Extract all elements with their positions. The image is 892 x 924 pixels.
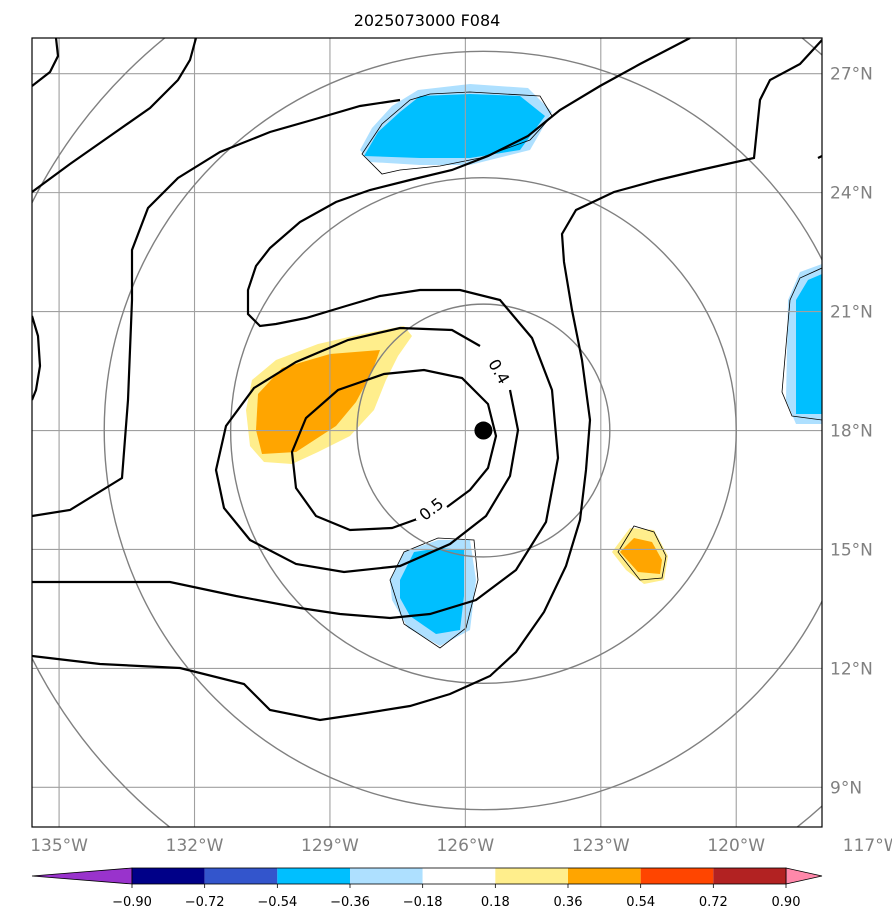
shaded-region-east-positive bbox=[612, 525, 668, 584]
contour-line-02 bbox=[32, 39, 822, 722]
lon-tick-label-5: 120°W bbox=[707, 836, 765, 856]
shaded-region-west-positive bbox=[246, 326, 412, 464]
colorbar-bin-3 bbox=[350, 868, 423, 884]
colorbar-tick-label-0: −0.90 bbox=[112, 895, 152, 910]
lon-tick-label-4: 123°W bbox=[572, 836, 630, 856]
lat-tick-label-3: 18°N bbox=[830, 422, 873, 442]
shaded-region-north-negative bbox=[360, 84, 553, 175]
shaded-region-south-negative bbox=[389, 537, 479, 649]
colorbar-bin-5 bbox=[495, 868, 568, 884]
storm-center-marker bbox=[474, 421, 493, 440]
contour-line-edge-east bbox=[817, 155, 822, 159]
latitude-tick-labels: 9°N 12°N 15°N 18°N 21°N 24°N 27°N bbox=[830, 65, 873, 799]
lat-tick-label-5: 24°N bbox=[830, 184, 873, 204]
contour-line-04 bbox=[214, 326, 520, 574]
contour-line-03 bbox=[32, 98, 401, 518]
contour-labels: 0.4 0.5 bbox=[416, 356, 514, 525]
colorbar-tick-label-6: 0.36 bbox=[554, 895, 583, 910]
lat-tick-label-4: 21°N bbox=[830, 303, 873, 323]
map-frame bbox=[31, 37, 823, 828]
contour-line-05 bbox=[290, 368, 498, 532]
colorbar-bin-8 bbox=[713, 868, 786, 884]
shaded-anomalies bbox=[246, 84, 822, 649]
colorbar-bin-1 bbox=[204, 868, 278, 884]
colorbar-extend-min bbox=[31, 867, 133, 885]
contour-line-edge-west bbox=[32, 315, 42, 401]
colorbar-bin-7 bbox=[640, 868, 714, 884]
colorbar-frame bbox=[131, 867, 787, 885]
colorbar-bin-4 bbox=[422, 868, 496, 884]
colorbar-tick-label-1: −0.72 bbox=[185, 895, 225, 910]
lon-tick-label-2: 129°W bbox=[301, 836, 359, 856]
lon-tick-label-3: 126°W bbox=[436, 836, 494, 856]
colorbar-extend-max bbox=[785, 867, 823, 885]
colorbar-bin-6 bbox=[568, 868, 641, 884]
colorbar-bin-0 bbox=[132, 868, 205, 884]
range-ring-2 bbox=[103, 50, 822, 811]
contour-lines bbox=[32, 38, 822, 722]
lat-tick-label-6: 27°N bbox=[830, 65, 873, 85]
lat-tick-label-2: 15°N bbox=[830, 540, 873, 560]
shaded-region-edge-negative bbox=[781, 264, 822, 424]
range-ring-0 bbox=[356, 303, 611, 558]
colorbar-tick-label-2: −0.54 bbox=[257, 895, 297, 910]
colorbar-tick-label-5: 0.18 bbox=[481, 895, 510, 910]
colorbar-bin-2 bbox=[277, 868, 350, 884]
lon-tick-label-6: 117°W bbox=[843, 836, 892, 856]
contour-line-01 bbox=[32, 38, 198, 193]
contour-line-03b bbox=[32, 38, 691, 620]
longitude-tick-labels: 135°W 132°W 129°W 126°W 123°W 120°W 117°W bbox=[30, 836, 892, 856]
lon-tick-label-1: 132°W bbox=[166, 836, 224, 856]
contour-line-01b bbox=[32, 38, 60, 87]
colorbar-tick-label-8: 0.72 bbox=[699, 895, 728, 910]
colorbar-tick-label-4: −0.18 bbox=[403, 895, 443, 910]
colorbar-tick-label-3: −0.36 bbox=[330, 895, 370, 910]
lat-tick-label-1: 12°N bbox=[830, 659, 873, 679]
colorbar: −0.90 −0.72 −0.54 −0.36 −0.18 0.18 0.36 0.54 0.7… bbox=[31, 867, 823, 910]
chart-title: 2025073000 F084 bbox=[354, 11, 501, 30]
lat-tick-label-0: 9°N bbox=[830, 778, 862, 798]
colorbar-tick-label-7: 0.54 bbox=[626, 895, 655, 910]
range-ring-1 bbox=[229, 177, 737, 685]
colorbar-tick-label-9: 0.90 bbox=[772, 895, 801, 910]
lon-tick-label-0: 135°W bbox=[30, 836, 88, 856]
